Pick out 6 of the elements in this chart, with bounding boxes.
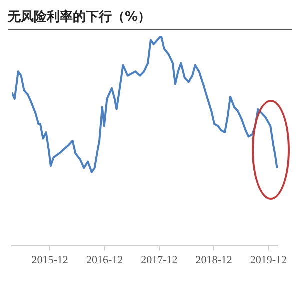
x-tick-label: 2016-12 (86, 254, 124, 266)
x-tick-label: 2018-12 (196, 254, 232, 266)
x-tick-label: 2019-12 (250, 254, 288, 266)
x-tick-label: 2017-12 (141, 254, 178, 266)
chart-title: 无风险利率的下行（%） (8, 8, 292, 30)
x-tick-label: 2015-12 (32, 254, 68, 266)
